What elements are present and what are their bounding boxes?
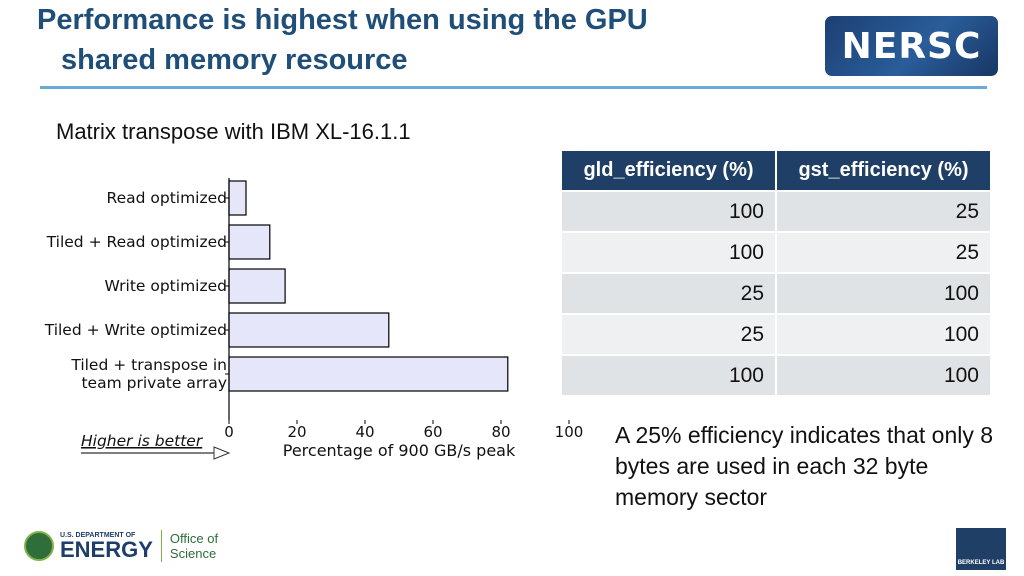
bar-chart: Read optimized Tiled + Read optimized Writ…: [44, 178, 584, 460]
table-cell: 100: [562, 190, 777, 231]
category-label: Tiled + Read optimized: [46, 233, 227, 251]
chart-subtitle: Matrix transpose with IBM XL-16.1.1: [56, 119, 411, 144]
title-divider: [40, 86, 987, 89]
doe-seal-icon: [24, 531, 54, 561]
logo-divider: [160, 530, 162, 562]
table-row: 25 100: [562, 272, 990, 313]
office-label: Office of: [169, 531, 219, 546]
table-header-gld: gld_efficiency (%): [562, 151, 777, 190]
title-line-1: Performance is highest when using the GP…: [37, 4, 648, 36]
efficiency-table: gld_efficiency (%) gst_efficiency (%) 10…: [562, 151, 990, 395]
table-header-gst: gst_efficiency (%): [777, 151, 990, 190]
title-line-2: shared memory resource: [61, 44, 408, 76]
x-tick-label: 40: [355, 423, 374, 441]
doe-label-small: U.S. DEPARTMENT OF: [60, 531, 136, 539]
annotation-arrow-icon: [213, 446, 231, 460]
category-label: Read optimized: [107, 189, 228, 207]
x-tick-label: 0: [224, 423, 234, 441]
category-label: Tiled + transpose in: [70, 356, 227, 374]
x-tick-label: 60: [423, 423, 442, 441]
x-tick-label: 80: [491, 423, 510, 441]
category-label: team private array: [81, 374, 227, 392]
table-cell: 25: [777, 231, 990, 272]
table-cell: 100: [777, 313, 990, 354]
x-axis-label: Percentage of 900 GB/s peak: [283, 441, 516, 460]
table-row: 100 25: [562, 190, 990, 231]
berkeley-lab-logo: BERKELEY LAB: [956, 528, 1006, 570]
bar: [228, 224, 271, 260]
table-cell: 100: [777, 272, 990, 313]
x-tick-label: 20: [287, 423, 306, 441]
bar: [228, 180, 247, 216]
table-cell: 100: [562, 354, 777, 395]
table-cell: 25: [777, 190, 990, 231]
bar: [228, 312, 390, 348]
science-label: Science: [169, 546, 217, 561]
table-cell: 100: [562, 231, 777, 272]
table-cell: 25: [562, 313, 777, 354]
annotation-label: Higher is better: [81, 432, 204, 450]
category-label: Tiled + Write optimized: [44, 321, 227, 339]
doe-label-big: ENERGY: [60, 536, 153, 562]
bar: [228, 356, 509, 392]
table-row: 100 25: [562, 231, 990, 272]
table-row: 25 100: [562, 313, 990, 354]
x-tick-label: 100: [555, 423, 584, 441]
table-cell: 25: [562, 272, 777, 313]
table-cell: 100: [777, 354, 990, 395]
logo-text: NERSC: [841, 25, 982, 67]
category-label: Write optimized: [105, 277, 227, 295]
doe-logo: U.S. DEPARTMENT OF ENERGY Office of Scie…: [24, 530, 218, 562]
table-row: 100 100: [562, 354, 990, 395]
bar: [228, 268, 286, 304]
efficiency-note: A 25% efficiency indicates that only 8 b…: [615, 422, 994, 510]
nersc-logo: NERSC: [825, 16, 998, 76]
lab-label: BERKELEY LAB: [957, 560, 1005, 566]
slide-title: Performance is highest when using the GP…: [37, 0, 797, 80]
